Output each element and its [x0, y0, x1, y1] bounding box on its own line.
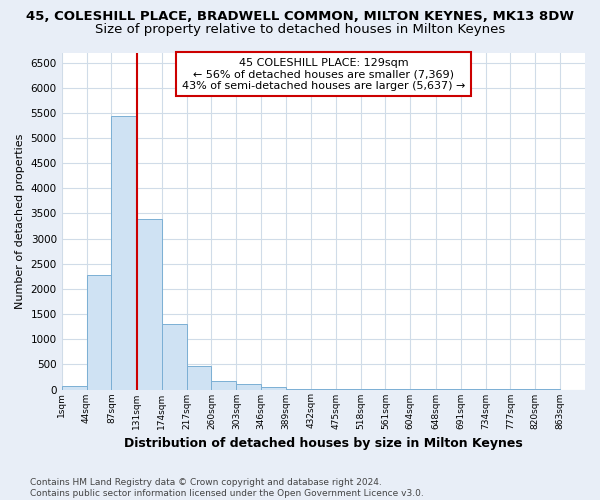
Bar — [187, 366, 211, 390]
Bar — [62, 386, 86, 390]
Bar — [162, 324, 187, 390]
Text: Contains HM Land Registry data © Crown copyright and database right 2024.
Contai: Contains HM Land Registry data © Crown c… — [30, 478, 424, 498]
Bar — [211, 380, 236, 390]
Bar — [112, 116, 136, 390]
Bar — [137, 220, 162, 390]
Bar — [86, 275, 112, 390]
Bar — [236, 384, 261, 390]
Bar — [261, 387, 286, 390]
Text: 45, COLESHILL PLACE, BRADWELL COMMON, MILTON KEYNES, MK13 8DW: 45, COLESHILL PLACE, BRADWELL COMMON, MI… — [26, 10, 574, 23]
Bar — [311, 389, 336, 390]
X-axis label: Distribution of detached houses by size in Milton Keynes: Distribution of detached houses by size … — [124, 437, 523, 450]
Text: 45 COLESHILL PLACE: 129sqm
← 56% of detached houses are smaller (7,369)
43% of s: 45 COLESHILL PLACE: 129sqm ← 56% of deta… — [182, 58, 465, 91]
Bar — [286, 388, 311, 390]
Y-axis label: Number of detached properties: Number of detached properties — [15, 134, 25, 308]
Text: Size of property relative to detached houses in Milton Keynes: Size of property relative to detached ho… — [95, 22, 505, 36]
